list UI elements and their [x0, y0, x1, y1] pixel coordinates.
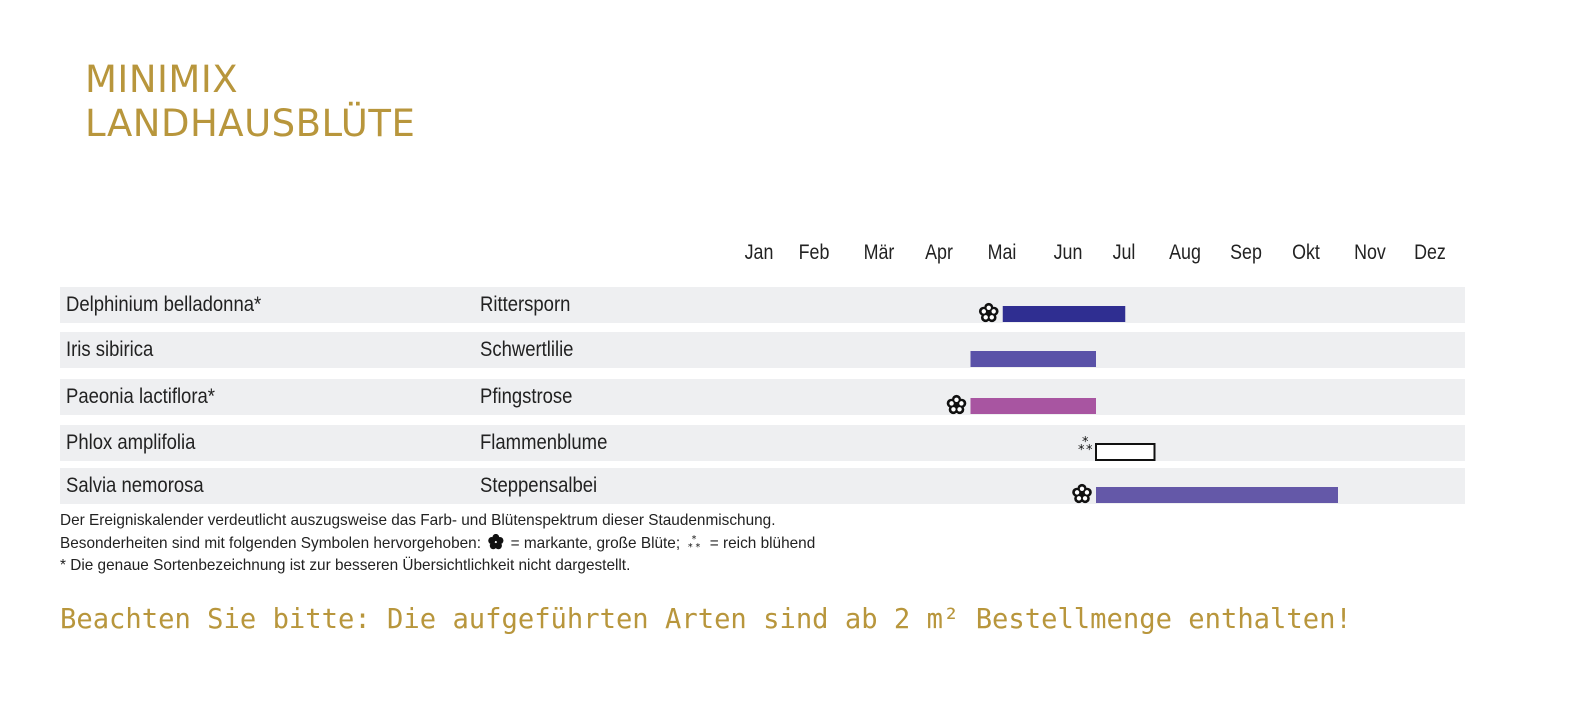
markant-flower-icon — [488, 534, 504, 550]
latin-name: Phlox amplifolia — [66, 431, 196, 454]
table-row — [60, 468, 1465, 504]
latin-name: Delphinium belladonna* — [66, 293, 262, 316]
month-label-4: Mai — [987, 241, 1017, 264]
latin-name: Paeonia lactiflora* — [66, 385, 215, 408]
note-line-1: Der Ereigniskalender verdeutlicht auszug… — [60, 512, 776, 529]
month-label-3: Apr — [925, 241, 953, 264]
german-name: Pfingstrose — [480, 385, 573, 408]
month-label-2: Mär — [863, 241, 895, 264]
notice-text: Beachten Sie bitte: Die aufgeführten Art… — [60, 602, 1352, 635]
title-line-2: LANDHAUSBLÜTE — [85, 102, 416, 145]
month-label-8: Sep — [1230, 241, 1262, 264]
german-name: Schwertlilie — [480, 338, 574, 361]
note-line-2-prefix: Besonderheiten sind mit folgenden Symbol… — [60, 535, 481, 552]
svg-text:*: * — [688, 542, 693, 550]
svg-text:*: * — [696, 542, 701, 550]
month-label-9: Okt — [1292, 241, 1320, 264]
note-line-3: * Die genaue Sortenbezeichnung ist zur b… — [60, 557, 631, 574]
note-line-2-reich: = reich blühend — [709, 535, 816, 552]
note-line-2: Besonderheiten sind mit folgenden Symbol… — [60, 533, 815, 555]
german-name: Steppensalbei — [480, 474, 598, 497]
month-label-10: Nov — [1354, 241, 1386, 264]
note-line-2-markant: = markante, große Blüte; — [510, 535, 681, 552]
table-row — [60, 332, 1465, 368]
svg-text:*: * — [692, 534, 697, 545]
month-label-6: Jul — [1112, 241, 1136, 264]
table-row — [60, 425, 1465, 461]
month-label-11: Dez — [1414, 241, 1446, 264]
page-title: MINIMIX LANDHAUSBLÜTE — [85, 58, 415, 146]
table-row — [60, 379, 1465, 415]
reich-asterisks-icon: ** * — [688, 534, 701, 550]
german-name: Flammenblume — [480, 431, 608, 454]
latin-name: Salvia nemorosa — [66, 474, 204, 497]
month-label-0: Jan — [744, 241, 774, 264]
title-line-1: MINIMIX — [85, 58, 239, 101]
month-label-5: Jun — [1053, 241, 1083, 264]
german-name: Rittersporn — [480, 293, 571, 316]
latin-name: Iris sibirica — [66, 338, 154, 361]
table-row — [60, 287, 1465, 323]
month-label-7: Aug — [1169, 241, 1201, 264]
month-label-1: Feb — [798, 241, 830, 264]
